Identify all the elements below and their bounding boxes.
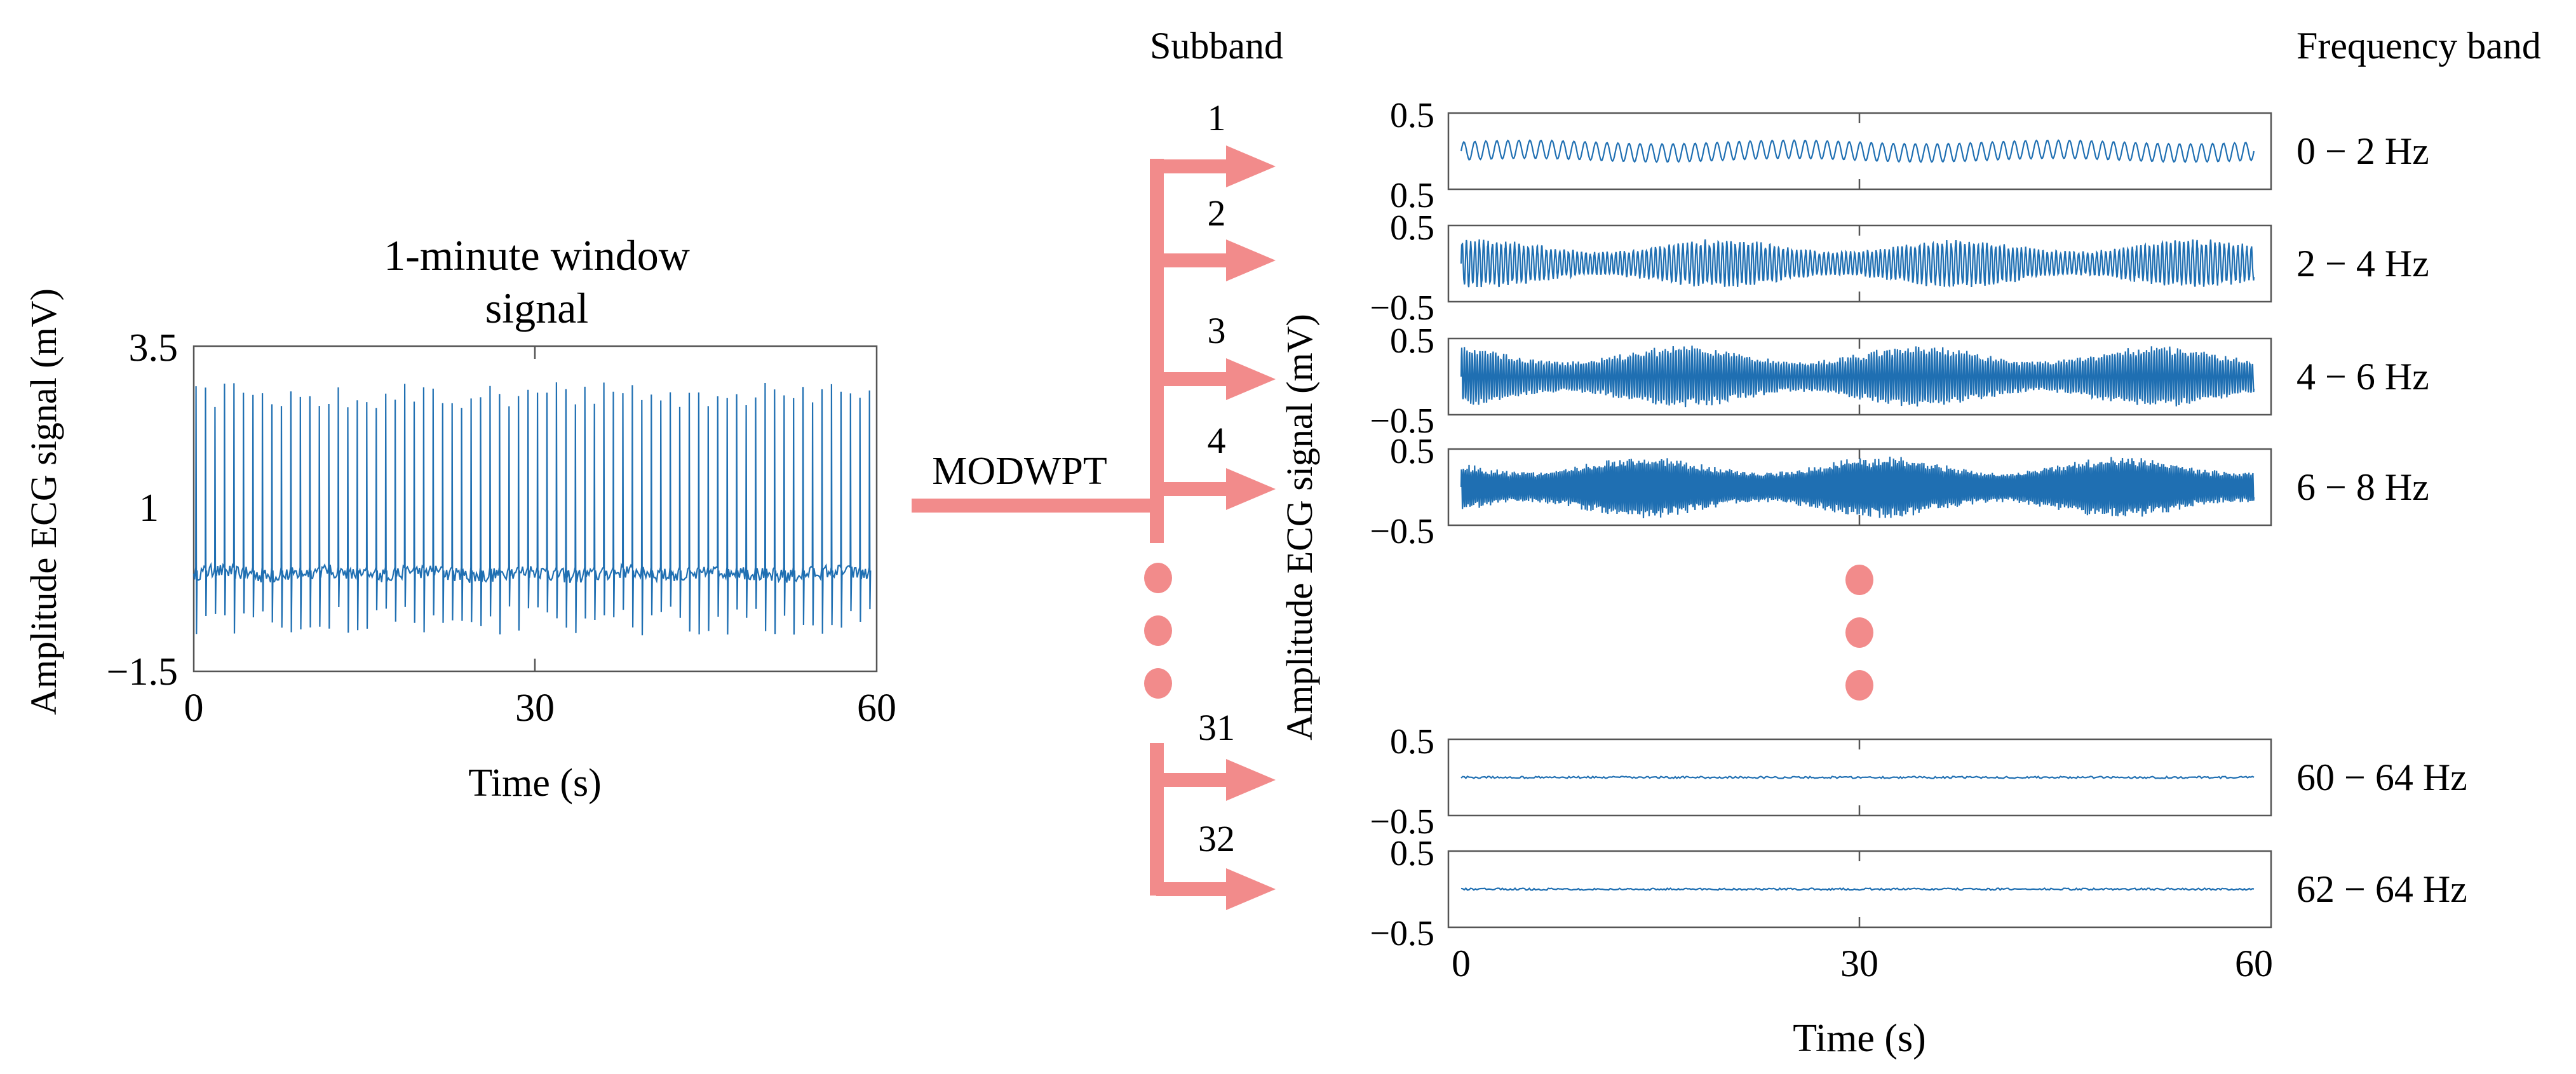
frequency-header: Frequency band [2296,25,2541,67]
input-panel: 1-minute window signal Amplitude ECG sig… [23,231,896,805]
input-ytick-bottom: −1.5 [107,650,178,694]
ellipsis-dot [1845,617,1873,648]
output-xtick-60: 60 [2235,943,2273,984]
subband-plot-frame [1447,112,2272,191]
subband-index-31: 31 [1198,707,1235,748]
subband-plot: 0.5 −0.5 62 − 64 Hz [1370,834,2467,953]
ellipsis-dot [1845,670,1873,701]
branch-arrow-shaft [1156,773,1236,787]
output-ylabel: Amplitude ECG signal (mV) [1279,314,1320,741]
subband-ytick-top: 0.5 [1390,834,1434,873]
frequency-band-label: 4 − 6 Hz [2296,356,2429,398]
input-ytick-mid: 1 [139,487,159,530]
subband-ytick-bottom: −0.5 [1370,802,1434,842]
input-xlabel: Time (s) [468,762,602,805]
subband-index-32: 32 [1198,818,1235,859]
decomposition-tree: Subband MODWPT 1 2 3 4 31 32 [912,25,1283,910]
input-xtick-60: 60 [857,687,896,730]
subband-trace [1460,775,2255,780]
subband-trace [1460,456,2255,519]
frequency-band-label: 6 − 8 Hz [2296,466,2429,508]
branch-arrow-shaft [1156,882,1236,896]
output-xtick-30: 30 [1840,943,1878,984]
frequency-band-label: 62 − 64 Hz [2296,868,2467,910]
subband-ytick-top: 0.5 [1390,208,1434,248]
subband-ytick-bottom: 0.5 [1390,176,1434,215]
output-xtick-0: 0 [1452,943,1471,984]
subband-header: Subband [1150,25,1283,67]
branch-arrowhead [1226,145,1276,187]
branch-arrow-shaft [1156,159,1236,173]
branch-arrow-shaft [1156,372,1236,386]
input-title-line1: 1-minute window [384,231,690,279]
subband-ytick-bottom: −0.5 [1370,914,1434,953]
subband-index-3: 3 [1208,310,1226,351]
branch-arrow-shaft [1156,253,1236,267]
output-panel: Frequency band Amplitude ECG signal (mV)… [1279,25,2541,1060]
subband-plot: 0.5 −0.5 60 − 64 Hz [1370,722,2467,842]
frequency-band-label: 60 − 64 Hz [2296,756,2467,798]
subband-plot: 0.5 −0.5 4 − 6 Hz [1370,321,2429,441]
branch-arrowhead [1226,759,1276,801]
subband-trace [1460,887,2255,892]
subband-ytick-bottom: −0.5 [1370,288,1434,328]
ellipsis-dot [1845,565,1873,595]
subband-plot: 0.5 −0.5 6 − 8 Hz [1370,432,2429,551]
branch-arrowhead [1226,358,1276,400]
input-title-line2: signal [485,284,588,332]
frequency-band-label: 2 − 4 Hz [2296,243,2429,285]
subband-ytick-bottom: −0.5 [1370,401,1434,441]
frequency-band-label: 0 − 2 Hz [2296,130,2429,172]
input-ylabel: Amplitude ECG signal (mV) [23,288,64,715]
transform-label: MODWPT [932,450,1107,493]
input-xtick-30: 30 [515,687,555,730]
input-ytick-top: 3.5 [129,326,179,370]
subband-index-2: 2 [1208,192,1226,234]
subband-trace [1460,239,2255,288]
subband-trace [1460,346,2255,408]
subband-ytick-top: 0.5 [1390,432,1434,471]
transform-arrow-shaft [912,499,1156,513]
subband-ytick-bottom: −0.5 [1370,512,1434,551]
ellipsis-dot [1144,615,1172,646]
branch-arrowhead [1226,868,1276,910]
subband-ytick-top: 0.5 [1390,722,1434,762]
tree-trunk-lower [1150,743,1164,896]
input-xtick-0: 0 [184,687,204,730]
subband-plot: 0.5 −0.5 2 − 4 Hz [1370,208,2429,328]
ellipsis-dot [1144,563,1172,593]
subband-index-1: 1 [1208,97,1226,138]
ellipsis-dot [1144,668,1172,699]
subband-plot: 0.5 0.5 0 − 2 Hz [1390,96,2429,215]
output-xlabel: Time (s) [1793,1017,1926,1060]
subband-ytick-top: 0.5 [1390,321,1434,361]
input-ecg-trace [192,382,872,636]
subband-ytick-top: 0.5 [1390,96,1434,135]
subband-index-4: 4 [1208,420,1226,461]
branch-arrow-shaft [1156,482,1236,496]
branch-arrowhead [1226,468,1276,510]
subband-trace [1460,139,2255,163]
branch-arrowhead [1226,239,1276,281]
